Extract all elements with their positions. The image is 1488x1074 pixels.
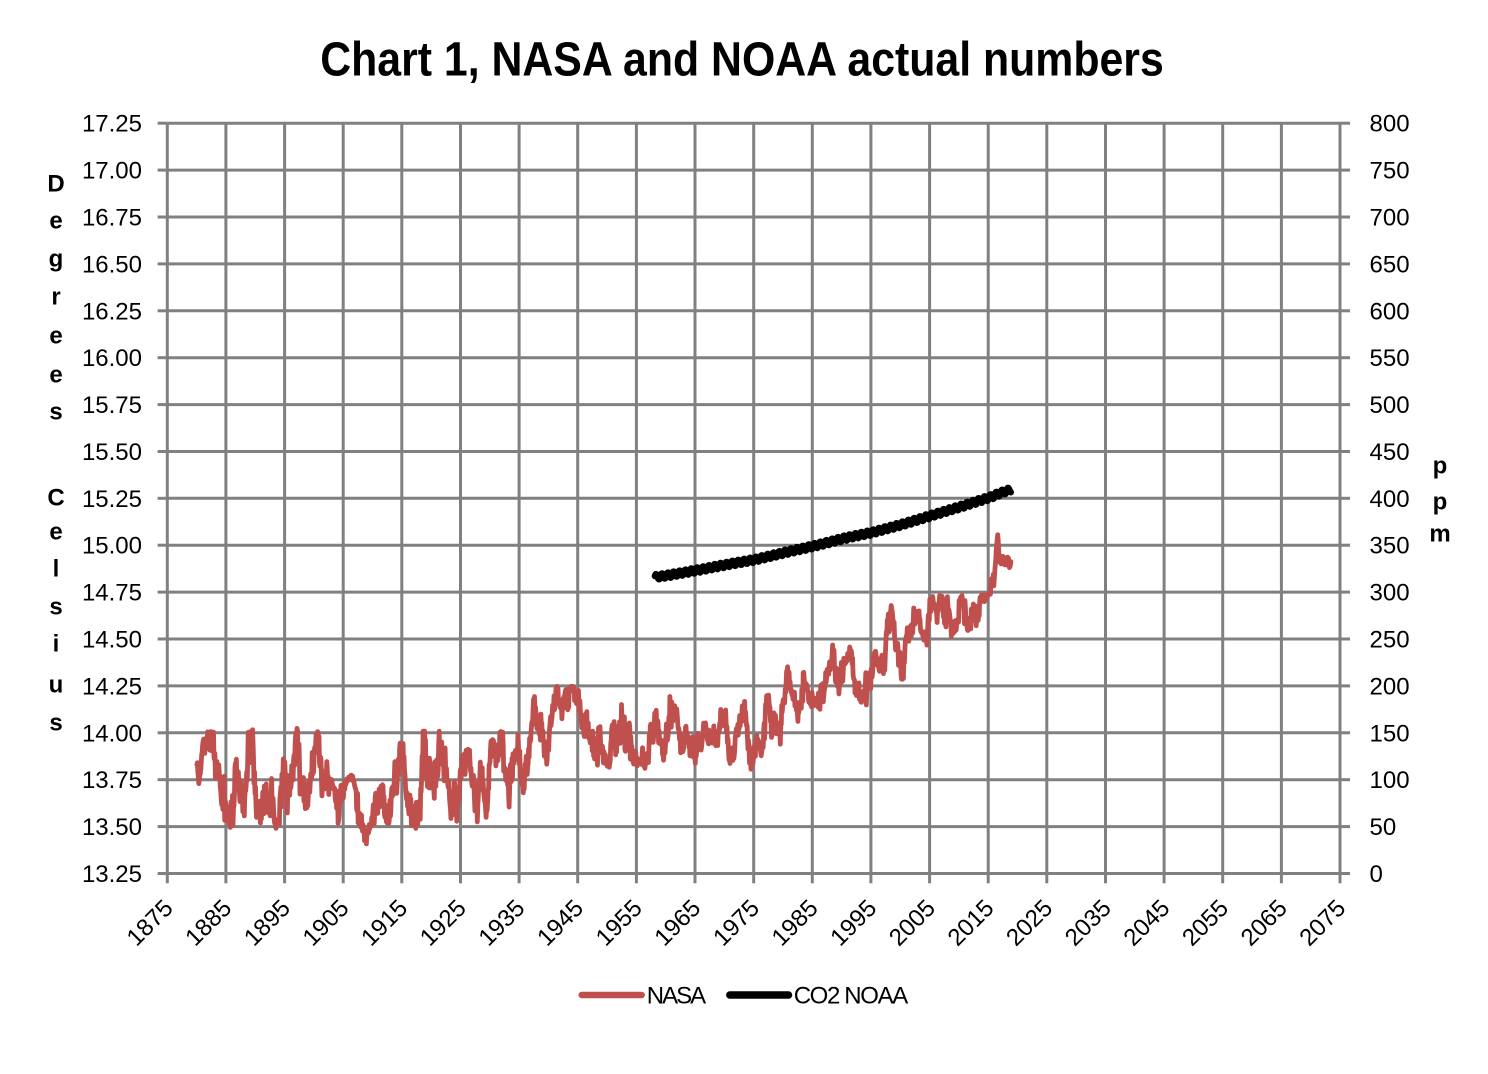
svg-text:p: p xyxy=(1433,453,1448,480)
svg-text:250: 250 xyxy=(1370,627,1410,654)
svg-text:r: r xyxy=(51,284,60,311)
svg-text:C: C xyxy=(47,485,64,512)
svg-text:650: 650 xyxy=(1370,251,1410,278)
svg-text:800: 800 xyxy=(1370,111,1410,138)
svg-text:u: u xyxy=(49,672,64,699)
svg-text:s: s xyxy=(49,594,62,621)
svg-text:500: 500 xyxy=(1370,392,1410,419)
svg-text:14.75: 14.75 xyxy=(82,580,142,607)
svg-text:14.50: 14.50 xyxy=(82,627,142,654)
svg-text:15.25: 15.25 xyxy=(82,486,142,513)
svg-text:e: e xyxy=(49,519,62,546)
svg-text:13.25: 13.25 xyxy=(82,861,142,888)
svg-text:100: 100 xyxy=(1370,767,1410,794)
svg-text:13.75: 13.75 xyxy=(82,767,142,794)
svg-text:15.75: 15.75 xyxy=(82,392,142,419)
svg-text:0: 0 xyxy=(1370,861,1383,888)
svg-text:300: 300 xyxy=(1370,580,1410,607)
svg-text:p: p xyxy=(1433,489,1448,516)
svg-text:14.25: 14.25 xyxy=(82,673,142,700)
svg-text:16.50: 16.50 xyxy=(82,251,142,278)
svg-text:17.00: 17.00 xyxy=(82,158,142,185)
svg-text:e: e xyxy=(49,362,62,389)
svg-text:700: 700 xyxy=(1370,205,1410,232)
svg-text:550: 550 xyxy=(1370,345,1410,372)
svg-text:i: i xyxy=(53,631,60,658)
svg-text:l: l xyxy=(53,556,60,583)
svg-text:s: s xyxy=(49,399,62,426)
svg-text:16.00: 16.00 xyxy=(82,345,142,372)
svg-text:NASA: NASA xyxy=(647,983,706,1010)
svg-text:Chart 1, NASA and NOAA actual: Chart 1, NASA and NOAA actual numbers xyxy=(320,32,1164,86)
svg-text:50: 50 xyxy=(1370,814,1397,841)
svg-text:450: 450 xyxy=(1370,439,1410,466)
svg-text:350: 350 xyxy=(1370,533,1410,560)
svg-text:600: 600 xyxy=(1370,298,1410,325)
svg-text:13.50: 13.50 xyxy=(82,814,142,841)
svg-text:CO2 NOAA: CO2 NOAA xyxy=(794,983,909,1010)
svg-text:g: g xyxy=(49,246,64,273)
svg-text:s: s xyxy=(49,710,62,737)
svg-text:750: 750 xyxy=(1370,158,1410,185)
svg-text:400: 400 xyxy=(1370,486,1410,513)
svg-text:17.25: 17.25 xyxy=(82,111,142,138)
svg-text:15.00: 15.00 xyxy=(82,533,142,560)
svg-text:e: e xyxy=(49,208,62,235)
svg-text:15.50: 15.50 xyxy=(82,439,142,466)
svg-text:16.75: 16.75 xyxy=(82,205,142,232)
svg-text:16.25: 16.25 xyxy=(82,298,142,325)
svg-text:150: 150 xyxy=(1370,720,1410,747)
svg-text:200: 200 xyxy=(1370,673,1410,700)
svg-text:D: D xyxy=(47,171,64,198)
svg-text:e: e xyxy=(49,323,62,350)
svg-text:14.00: 14.00 xyxy=(82,720,142,747)
svg-text:m: m xyxy=(1429,521,1450,548)
